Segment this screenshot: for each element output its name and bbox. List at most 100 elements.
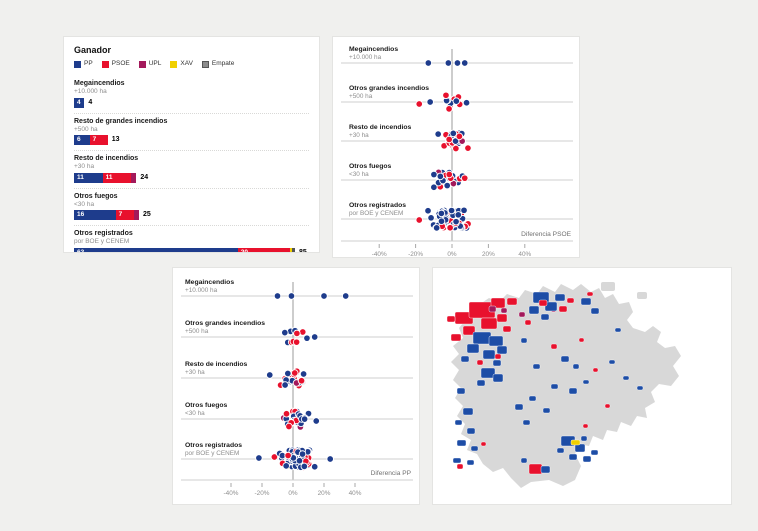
municipality-blob-pp [528, 395, 537, 402]
bar-segment-value: 7 [118, 211, 123, 218]
municipality-blob-pp [456, 387, 466, 395]
legend-label: Empate [211, 60, 235, 67]
municipality-blob-pp [568, 387, 578, 395]
municipality-blob-pp [520, 337, 528, 344]
row-label: Otros fuegos [349, 163, 392, 170]
data-dot-pp [281, 381, 289, 389]
bar-segment-pp: 11 [74, 172, 103, 183]
data-dot-pp [427, 214, 435, 222]
bar-segment-value: 20 [240, 248, 249, 253]
bar-row: 63 20 85 [74, 247, 309, 253]
row-sublabel: por BOE y CENEM [349, 210, 403, 217]
data-dot-pp [300, 462, 309, 471]
data-dot-pp [281, 328, 289, 337]
legend-swatch-icon [170, 60, 178, 68]
bar-segment-value: 63 [77, 248, 85, 253]
municipality-blob-pp [462, 407, 474, 416]
data-dot-pp [434, 130, 442, 138]
bar-segment-value: 6 [77, 136, 81, 143]
data-dot-pp [273, 292, 282, 300]
municipality-blob-pp [560, 355, 570, 363]
data-dot-pp [312, 417, 320, 425]
legend-swatch-icon [138, 60, 146, 68]
legend-item-upl: UPL [138, 60, 161, 68]
row-sublabel: +30 ha [349, 132, 369, 139]
axis-tick-label: 0% [288, 490, 298, 497]
municipality-blob-pp [572, 363, 580, 370]
municipality-blob-pp [582, 455, 592, 463]
row-label: Otros registrados [185, 442, 242, 449]
row-sublabel: <30 ha [349, 171, 369, 178]
axis-tick-label: -20% [408, 251, 423, 258]
bar-segment-psoe: 11 [102, 172, 132, 183]
data-dot-psoe [452, 144, 460, 153]
municipality-blob-pp [622, 375, 630, 381]
bar-segment-psoe: 20 [237, 247, 290, 253]
bar-segment-value: 4 [77, 98, 81, 106]
municipality-blob-psoe [566, 297, 575, 304]
bar-segment-xav [289, 247, 293, 252]
legend-label: XAV [180, 60, 193, 67]
bar-segment-upl [133, 210, 139, 220]
data-dot-pp [310, 463, 319, 471]
bar-row: 11 11 24 [74, 172, 309, 183]
data-dot-pp [326, 455, 334, 463]
municipality-blob-pp [574, 443, 586, 453]
bar-category: Resto de incendios +30 ha 11 11 24 [74, 150, 309, 183]
category-sublabel: +10.000 ha [74, 88, 107, 95]
legend-label: PSOE [111, 60, 130, 67]
category-label: Megaincendios [74, 80, 125, 87]
data-dot-psoe [442, 91, 450, 100]
data-dot-psoe [285, 422, 293, 431]
data-dot-pp [298, 450, 307, 458]
data-dot-pp [424, 59, 433, 67]
data-dot-psoe [293, 329, 301, 338]
data-dot-psoe [445, 105, 453, 113]
bar-chart: Megaincendios +10.000 ha 4 4 Resto de grande… [74, 76, 309, 253]
stacked-bar: 11 11 [74, 172, 137, 183]
bar-category: Otros fuegos <30 ha 16 7 25 [74, 187, 309, 220]
municipality-blob-psoe [528, 463, 543, 475]
data-dot-psoe [291, 369, 299, 377]
municipality-blob-pp [466, 427, 476, 435]
data-dot-pp [430, 170, 438, 179]
bar-category: Resto de grandes incendios +500 ha 6 7 13 [74, 112, 309, 145]
legend-item-psoe: PSOE [101, 60, 130, 68]
bar-segment-value: 16 [77, 211, 85, 218]
data-dot-psoe [446, 223, 454, 232]
data-dot-pp [299, 370, 308, 378]
bar-segment-value: 7 [92, 136, 97, 143]
data-dot-pp [437, 209, 446, 218]
municipality-blob-pp [482, 349, 496, 360]
row-sublabel: +30 ha [185, 369, 205, 376]
legend-swatch-icon [101, 60, 109, 68]
bar-segment-value: 11 [77, 173, 84, 181]
municipality-blob-pp [556, 447, 565, 454]
axis-tick-label: -40% [224, 490, 239, 497]
axis-tick-label: -40% [372, 251, 387, 258]
data-dot-pp [303, 334, 311, 342]
data-dot-pp [462, 99, 471, 107]
data-dot-pp [460, 206, 468, 215]
municipality-blob-pp [554, 293, 566, 302]
municipality-blob-upl [500, 307, 508, 314]
beeswarm-pp-card: Megaincendios +10.000 ha Otros grandes inc… [172, 267, 420, 505]
municipality-blob-pp [540, 465, 551, 474]
municipality-blob-pp [528, 305, 540, 315]
bar-segment-pp: 6 [74, 135, 90, 145]
row-label: Otros grandes incendios [185, 320, 265, 327]
bar-segment-psoe: 7 [89, 135, 108, 145]
category-sublabel: +30 ha [74, 163, 95, 170]
bar-segment-value: 11 [105, 173, 113, 181]
stacked-bar: 63 20 [74, 247, 295, 253]
axis-label: Diferencia PSOE [521, 231, 571, 238]
bar-row: 6 7 13 [74, 135, 309, 145]
municipality-blob-psoe [480, 441, 487, 447]
data-dot-psoe [415, 100, 423, 108]
beeswarm-psoe-card: Megaincendios +10.000 ha Otros grandes inc… [332, 36, 580, 258]
axis-tick-label: 20% [482, 251, 495, 258]
legend-item-emp: Empate [201, 60, 235, 68]
beeswarm-psoe-chart: Megaincendios+10.000 ha Otros grandes inc… [341, 46, 573, 258]
data-dot-psoe [284, 451, 292, 460]
